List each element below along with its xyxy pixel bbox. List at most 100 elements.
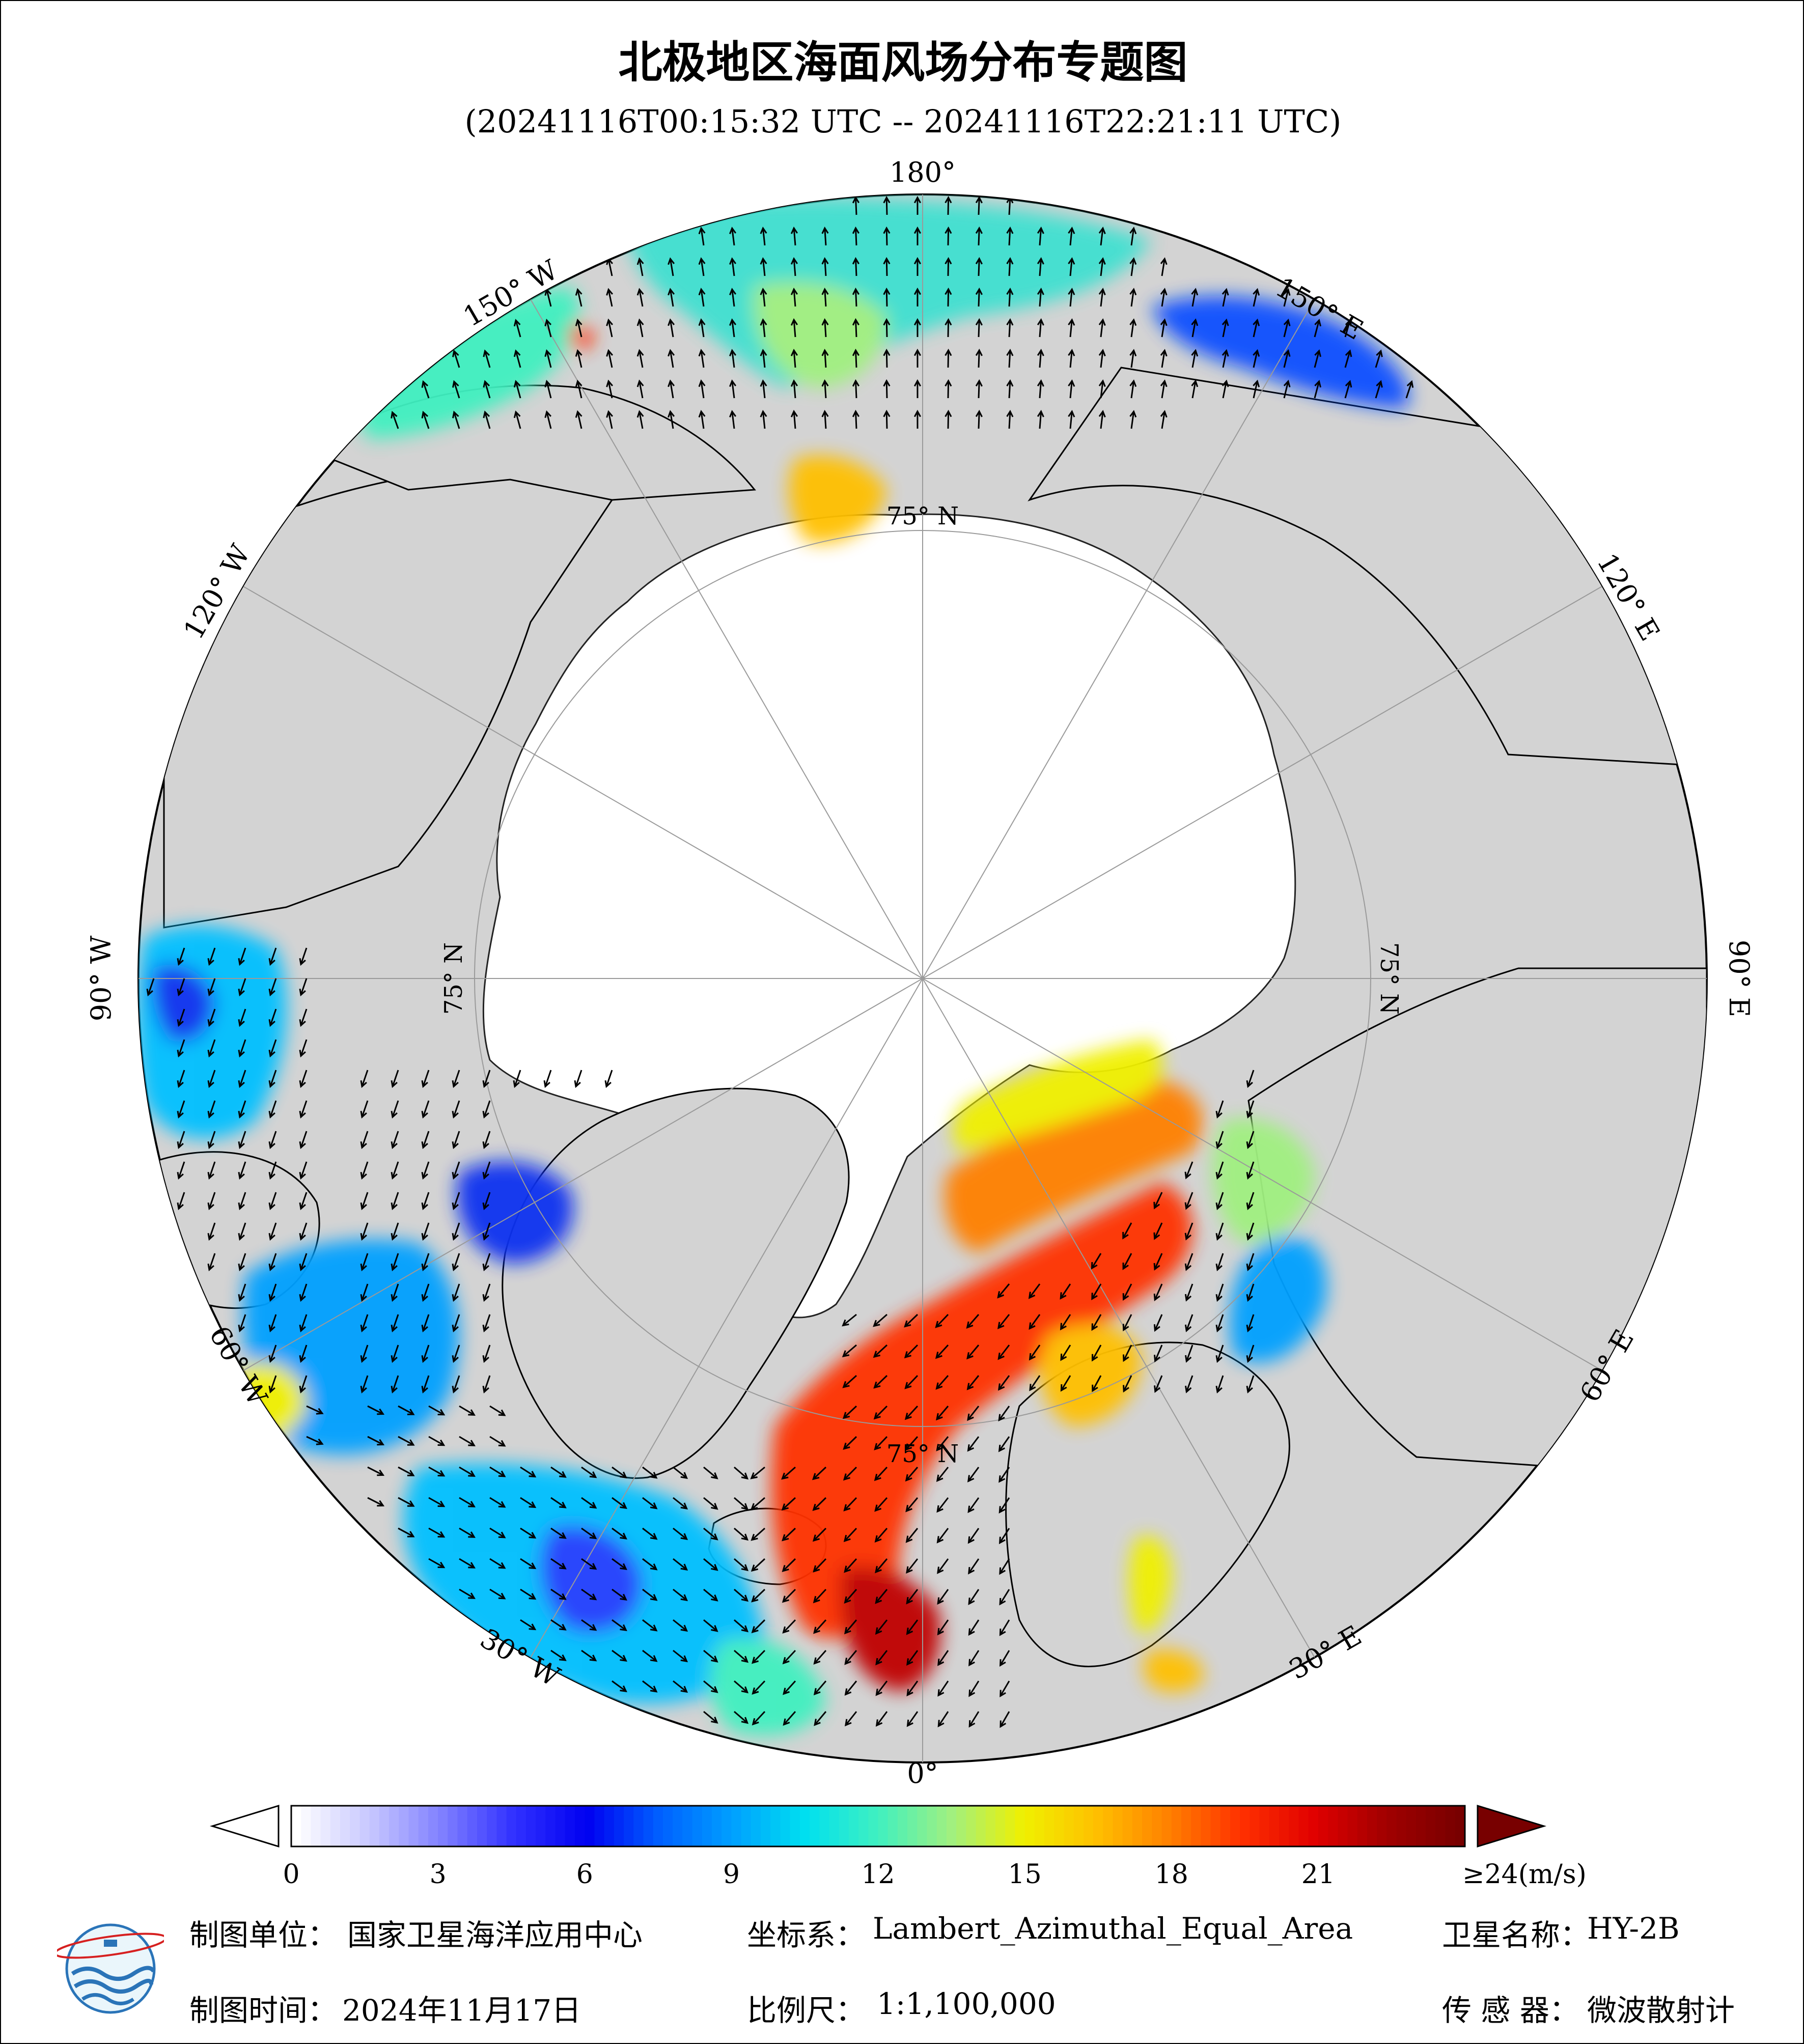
colorbar-tick-label: 0 bbox=[283, 1859, 300, 1890]
wind-arrow bbox=[636, 288, 644, 307]
wind-arrow bbox=[452, 1222, 460, 1241]
wind-arrow bbox=[1215, 1375, 1224, 1394]
colorbar-cell bbox=[1308, 1806, 1319, 1846]
colorbar-cell bbox=[976, 1806, 986, 1846]
wind-arrow bbox=[421, 380, 430, 399]
lon-label-90w: 90° W bbox=[85, 935, 117, 1021]
wind-arrow bbox=[1123, 1345, 1132, 1362]
wind-arrow bbox=[751, 1619, 766, 1634]
wind-arrow bbox=[998, 1467, 1010, 1483]
wind-arrow bbox=[1153, 1283, 1163, 1301]
wind-arrow bbox=[1037, 348, 1044, 368]
wind-arrow bbox=[844, 1619, 857, 1635]
wind-arrow bbox=[852, 195, 859, 215]
wind-arrow bbox=[642, 1649, 658, 1662]
wind-arrow bbox=[673, 1680, 688, 1693]
wind-arrow bbox=[1129, 318, 1137, 338]
wind-arrow bbox=[1029, 1314, 1041, 1330]
wind-arrow bbox=[842, 1313, 857, 1327]
wind-arrow bbox=[790, 409, 798, 429]
colorbar-cell bbox=[1220, 1806, 1231, 1846]
wind-arrow bbox=[1191, 379, 1199, 399]
wind-arrow bbox=[975, 348, 983, 368]
wind-arrow bbox=[906, 1589, 919, 1605]
wind-arrow bbox=[642, 1588, 658, 1601]
wind-arrow bbox=[936, 1497, 949, 1513]
wind-arrow bbox=[1060, 1345, 1071, 1361]
wind-arrow bbox=[935, 1406, 949, 1421]
wind-arrow bbox=[268, 947, 277, 966]
wind-arrow bbox=[268, 1039, 277, 1058]
wind-arrow bbox=[913, 195, 922, 215]
wind-arrow bbox=[883, 195, 891, 215]
wind-arrow bbox=[581, 1588, 597, 1601]
wind-arrow bbox=[367, 1436, 385, 1446]
wind-arrow bbox=[360, 1253, 369, 1272]
wind-arrow bbox=[1153, 1192, 1163, 1210]
colorbar-cell bbox=[1250, 1806, 1260, 1846]
wind-arrow bbox=[177, 1009, 185, 1027]
wind-arrow bbox=[207, 1161, 216, 1180]
wind-arrow bbox=[550, 1558, 567, 1570]
wind-arrow bbox=[1191, 318, 1199, 338]
wind-arrow bbox=[937, 1619, 949, 1636]
colorbar-cell bbox=[819, 1806, 830, 1846]
wind-arrow bbox=[1222, 349, 1229, 368]
colorbar-cell bbox=[770, 1806, 781, 1846]
wind-arrow bbox=[906, 1681, 919, 1697]
wind-arrow bbox=[703, 1680, 718, 1693]
wind-arrow bbox=[207, 1039, 216, 1058]
wind-arrow bbox=[1091, 1253, 1102, 1270]
wind-arrow bbox=[668, 349, 675, 368]
colorbar-cell bbox=[1289, 1806, 1299, 1846]
colorbar-cell bbox=[467, 1806, 478, 1846]
wind-arrow bbox=[966, 1314, 980, 1329]
wind-arrow bbox=[852, 379, 859, 399]
colorbar-cell bbox=[1073, 1806, 1084, 1846]
wind-arrow bbox=[360, 1070, 369, 1088]
wind-arrow bbox=[975, 287, 983, 307]
colorbar-cell bbox=[1034, 1806, 1045, 1846]
wind-arrow bbox=[268, 1192, 277, 1211]
wind-arrow bbox=[428, 1527, 446, 1538]
colorbar-cell bbox=[741, 1806, 752, 1846]
wind-arrow bbox=[844, 1650, 857, 1665]
wind-arrow bbox=[177, 1161, 185, 1180]
wind-arrow bbox=[1028, 1283, 1041, 1299]
colorbar-tick-label: 3 bbox=[429, 1859, 447, 1890]
wind-arrow bbox=[1160, 318, 1168, 338]
colorbar-cell bbox=[927, 1806, 937, 1846]
wind-arrow bbox=[238, 1192, 246, 1211]
wind-arrow bbox=[1222, 288, 1229, 307]
wind-arrow bbox=[1314, 319, 1321, 338]
wind-arrow bbox=[729, 227, 737, 246]
wind-arrow bbox=[299, 1283, 308, 1302]
wind-arrow bbox=[998, 1528, 1010, 1545]
wind-arrow bbox=[238, 1100, 246, 1119]
wind-arrow bbox=[1283, 379, 1291, 399]
wind-arrow bbox=[1129, 410, 1137, 429]
wind-arrow bbox=[975, 257, 983, 276]
wind-arrow bbox=[642, 1466, 658, 1479]
wind-arrow bbox=[636, 379, 644, 399]
wind-arrow bbox=[945, 318, 952, 338]
wind-arrow bbox=[843, 1497, 857, 1511]
wind-arrow bbox=[299, 1192, 308, 1211]
colorbar-tick-label: 21 bbox=[1301, 1859, 1335, 1890]
wind-arrow bbox=[729, 288, 737, 307]
wind-arrow bbox=[1153, 1222, 1163, 1240]
colorbar-cell bbox=[1083, 1806, 1094, 1846]
wind-arrow bbox=[698, 349, 706, 368]
wind-arrow bbox=[459, 1588, 476, 1599]
wind-arrow bbox=[428, 1405, 446, 1416]
colorbar-cell bbox=[320, 1806, 331, 1846]
wind-arrow bbox=[935, 1313, 949, 1328]
wind-arrow bbox=[207, 1253, 216, 1272]
colorbar-cell bbox=[810, 1806, 820, 1846]
wind-arrow bbox=[673, 1558, 688, 1571]
wind-arrow bbox=[813, 1681, 827, 1696]
wind-arrow bbox=[843, 1436, 857, 1450]
wind-arrow bbox=[734, 1588, 749, 1602]
wind-arrow bbox=[520, 1497, 537, 1508]
colorbar-cell bbox=[291, 1806, 302, 1846]
